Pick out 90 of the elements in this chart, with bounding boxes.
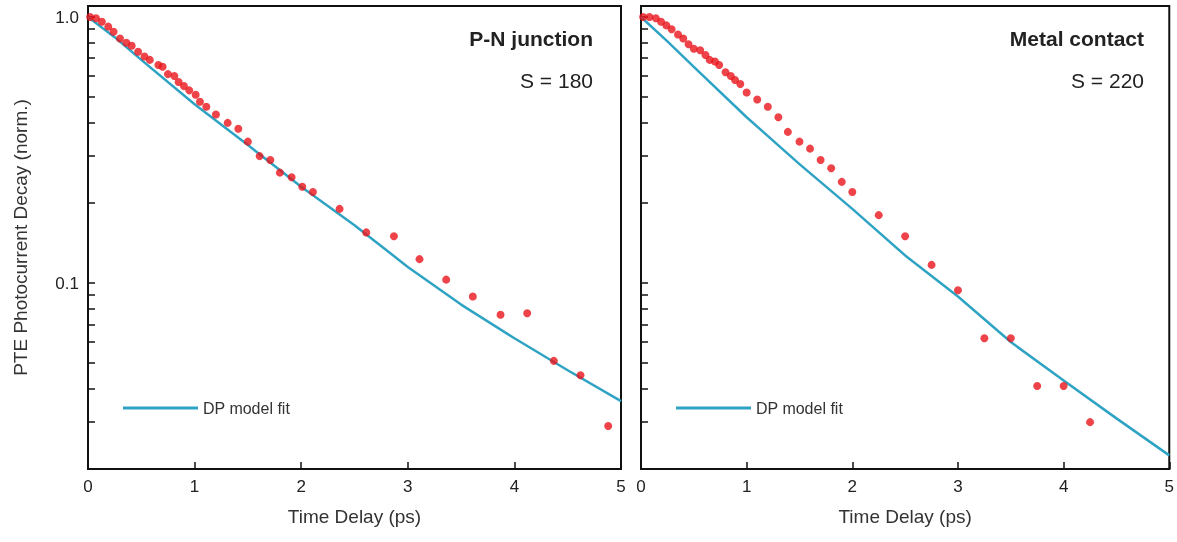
x-axis-title: Time Delay (ps) [838,506,972,527]
point [179,82,188,91]
point [362,228,371,237]
point [523,309,532,318]
x-tick-label: 2 [847,477,858,496]
point [104,22,113,31]
point [783,127,792,136]
x-tick-label: 3 [953,477,963,496]
x-tick-label: 0 [636,477,646,496]
x-tick-label: 0 [83,477,93,496]
x-tick-label: 2 [296,477,306,496]
annotation: Metal contact [1009,27,1145,50]
point [255,152,264,161]
point [1033,382,1042,391]
point [1059,382,1068,391]
point [109,27,118,36]
point [415,255,424,264]
point [191,90,200,99]
point [195,97,204,106]
x-tick-label: 5 [616,477,626,496]
point [145,55,154,64]
point [158,62,167,71]
point [795,137,804,146]
legend-label: DP model fit [756,399,844,417]
point [837,177,846,186]
point [576,371,585,380]
point [673,30,682,39]
point [234,124,243,133]
point [92,14,100,23]
point [742,88,751,97]
point [736,80,745,88]
x-tick-label: 5 [1164,477,1175,496]
point [97,17,106,26]
point [1086,418,1095,427]
point [753,95,762,104]
annotation: S = 220 [1071,69,1145,92]
x-tick-label: 1 [741,477,752,496]
point [774,113,783,122]
point [308,187,317,196]
point [731,75,740,84]
point [266,156,275,165]
point [806,144,815,153]
point [287,173,296,182]
point [1006,334,1015,343]
point [667,25,676,34]
point [763,102,772,111]
x-tick-label: 4 [1058,477,1069,496]
point [715,61,724,70]
point [275,168,284,177]
y-axis-title: PTE Photocurrent Decay (norm.) [10,99,31,376]
y-tick-label: 0.1 [55,273,79,293]
point [202,102,211,111]
point [442,275,451,284]
x-axis-title: Time Delay (ps) [287,506,422,527]
point [684,40,693,49]
point [496,310,505,319]
point [389,232,398,241]
point [604,422,613,431]
point [874,211,883,220]
point [185,86,194,95]
x-tick-label: 1 [189,477,200,496]
point [243,137,252,146]
x-tick-label: 4 [509,477,520,496]
point [115,34,124,43]
point [827,164,836,173]
point [127,41,136,50]
y-tick-label: 1.0 [55,7,79,27]
point [211,110,220,119]
point [163,70,172,79]
point [549,356,558,365]
point [468,292,477,301]
point [816,156,825,165]
point [679,34,688,43]
point [298,182,307,191]
point [953,286,962,295]
point [639,13,648,22]
point [134,47,143,56]
point [657,17,666,26]
point [223,118,232,127]
point [980,334,989,343]
x-tick-label: 3 [403,477,413,496]
point [696,46,705,55]
point [170,72,179,81]
point [335,204,344,213]
point [901,232,910,241]
point [848,187,857,196]
point [927,260,936,269]
annotation: P-N junction [469,27,593,50]
legend-label: DP model fit [203,399,291,417]
annotation: S = 180 [520,69,594,92]
